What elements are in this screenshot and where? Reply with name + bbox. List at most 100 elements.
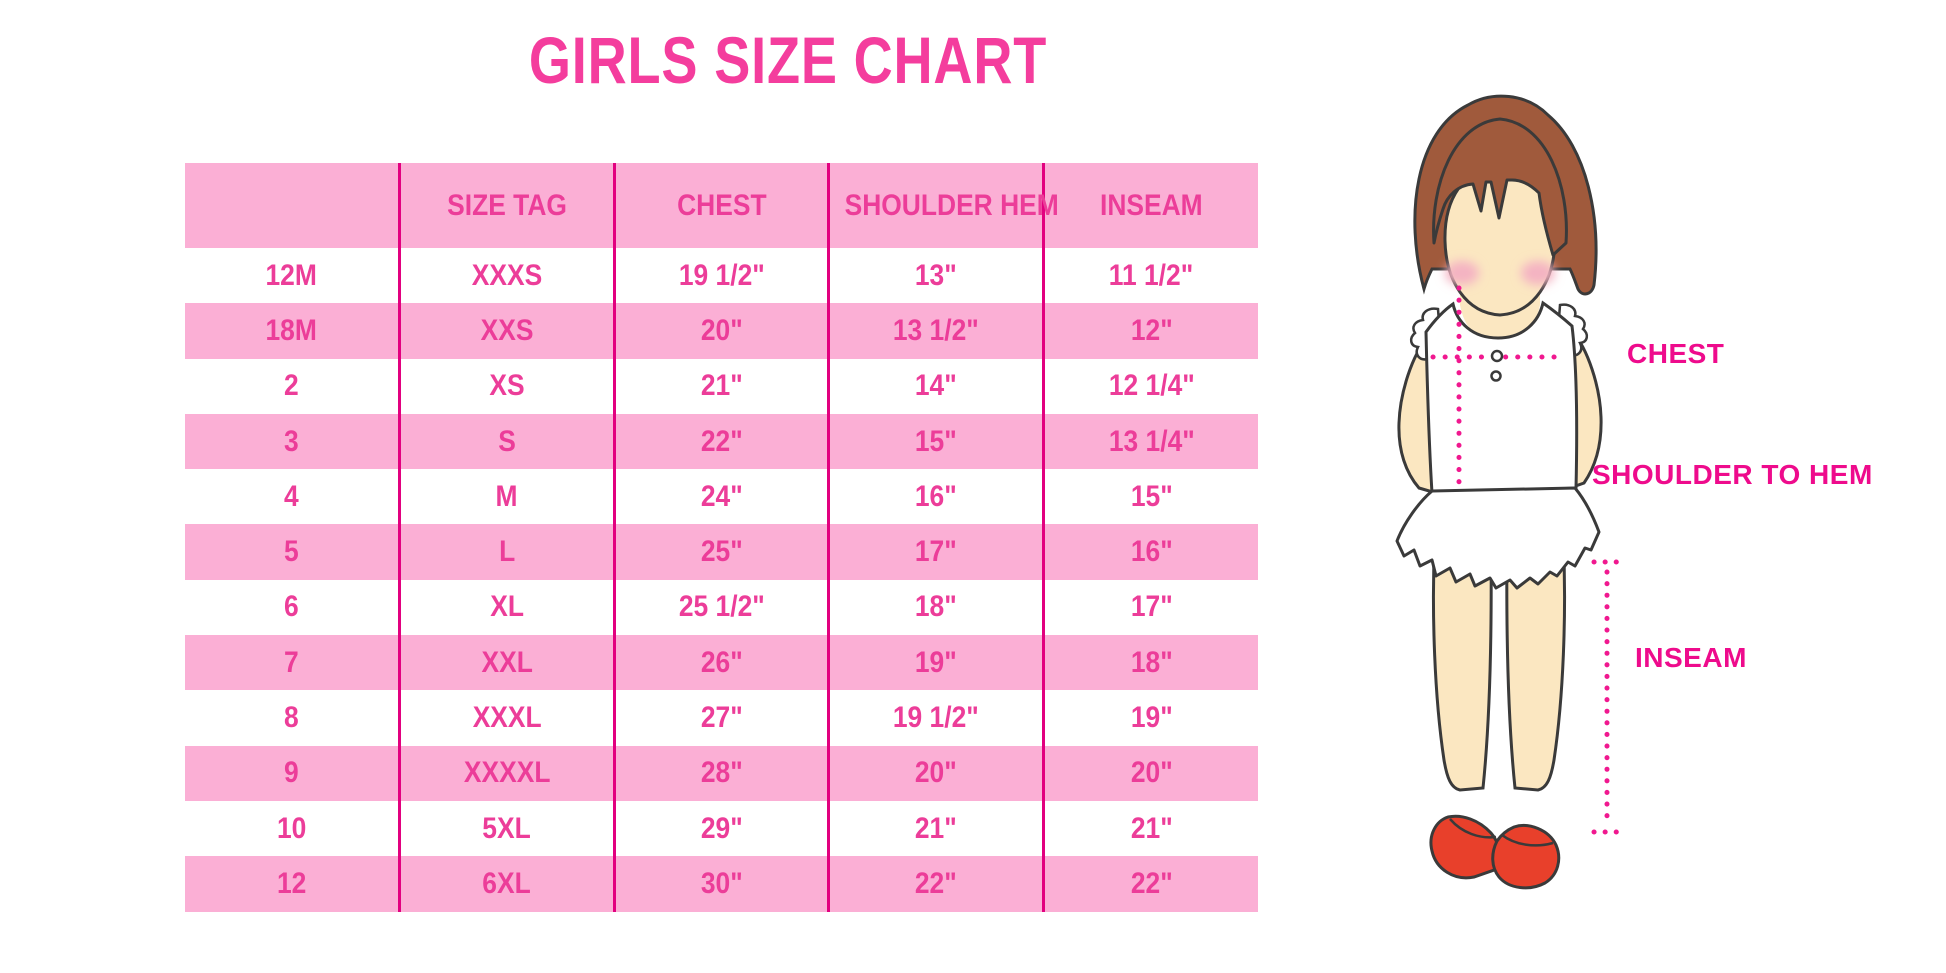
table-cell: 21"	[1041, 800, 1258, 857]
girl-measurement-illustration	[1340, 75, 1660, 915]
table-cell: 6	[185, 579, 400, 636]
table-cell: 24"	[612, 469, 829, 525]
header-cell-size	[185, 163, 400, 248]
header-cell-inseam: INSEAM	[1041, 163, 1258, 248]
table-cell: 4	[185, 469, 400, 525]
table-row: 2 XS 21" 14" 12 1/4"	[185, 358, 1258, 414]
table-cell: 18"	[827, 579, 1044, 636]
table-cell: 25"	[612, 524, 829, 580]
table-cell: 25 1/2"	[612, 579, 829, 636]
table-row: 10 5XL 29" 21" 21"	[185, 800, 1258, 857]
table-cell: M	[398, 469, 615, 525]
table-cell: XS	[398, 358, 615, 414]
header-cell-chest: CHEST	[612, 163, 829, 248]
table-cell: XXXXL	[398, 745, 615, 801]
table-row: 4 M 24" 16" 15"	[185, 469, 1258, 525]
table-cell: 14"	[827, 358, 1044, 414]
table-cell: 22"	[612, 413, 829, 470]
table-cell: 13 1/4"	[1041, 413, 1258, 470]
table-cell: 18M	[185, 303, 400, 359]
header-row: SIZE TAG CHEST SHOULDER HEM INSEAM	[185, 163, 1258, 248]
table-cell: 12	[185, 856, 400, 912]
table-cell: 20"	[612, 303, 829, 359]
table-cell: 12 1/4"	[1041, 358, 1258, 414]
table-cell: 12M	[185, 248, 400, 304]
left-blush	[1445, 261, 1479, 285]
table-cell: 8	[185, 690, 400, 746]
table-cell: 20"	[1041, 745, 1258, 801]
table-cell: XXXL	[398, 690, 615, 746]
table-cell: 10	[185, 800, 400, 857]
table-cell: 9	[185, 745, 400, 801]
right-leg	[1505, 528, 1567, 792]
table-row: 12M XXXS 19 1/2" 13" 11 1/2"	[185, 248, 1258, 304]
inseam-measurement-label: INSEAM	[1635, 642, 1747, 673]
table-cell: 21"	[612, 358, 829, 414]
table-row: 5 L 25" 17" 16"	[185, 524, 1258, 580]
left-shoe	[1429, 814, 1502, 880]
table-cell: 17"	[1041, 579, 1258, 636]
skirt-ruffle	[1395, 486, 1601, 590]
table-cell: 21"	[827, 800, 1044, 857]
table-cell: 13"	[827, 248, 1044, 304]
left-leg	[1431, 528, 1493, 792]
table-cell: 13 1/2"	[827, 303, 1044, 359]
table-cell: 11 1/2"	[1041, 248, 1258, 304]
table-header: SIZE TAG CHEST SHOULDER HEM INSEAM	[185, 163, 1258, 248]
hair-fringe	[1432, 117, 1568, 257]
table-cell: L	[398, 524, 615, 580]
header-cell-shoulder-hem: SHOULDER HEM	[827, 163, 1059, 248]
table-cell: 6XL	[398, 856, 615, 912]
table-row: 9 XXXXL 28" 20" 20"	[185, 745, 1258, 801]
size-table-body: 12M XXXS 19 1/2" 13" 11 1/2" 18M XXS 20" 13 1/2"…	[185, 248, 1258, 912]
right-blush	[1521, 261, 1555, 285]
table-cell: 19 1/2"	[827, 690, 1044, 746]
table-cell: 15"	[827, 413, 1044, 470]
table-cell: 26"	[612, 635, 829, 691]
table-cell: 7	[185, 635, 400, 691]
table-row: 8 XXXL 27" 19 1/2" 19"	[185, 690, 1258, 746]
table-cell: 29"	[612, 800, 829, 857]
table-cell: 19"	[827, 635, 1044, 691]
top-button	[1490, 349, 1504, 363]
table-cell: 30"	[612, 856, 829, 912]
left-shoe-strap	[1449, 818, 1497, 839]
table-cell: 19 1/2"	[612, 248, 829, 304]
header-cell-size-tag: SIZE TAG	[398, 163, 615, 248]
right-shoe	[1491, 824, 1561, 890]
table-row: 3 S 22" 15" 13 1/4"	[185, 413, 1258, 470]
size-chart-table: SIZE TAG CHEST SHOULDER HEM INSEAM 12M XX…	[185, 163, 1258, 912]
table-cell: 15"	[1041, 469, 1258, 525]
chest-measurement-label: CHEST	[1627, 338, 1725, 369]
table-cell: 5	[185, 524, 400, 580]
table-cell: 16"	[1041, 524, 1258, 580]
table-cell: XL	[398, 579, 615, 636]
bodice	[1424, 300, 1579, 495]
table-cell: 2	[185, 358, 400, 414]
table-cell: S	[398, 413, 615, 470]
table-cell: XXL	[398, 635, 615, 691]
table-cell: 16"	[827, 469, 1044, 525]
page-title: GIRLS SIZE CHART	[528, 23, 1048, 97]
table-cell: 28"	[612, 745, 829, 801]
table-cell: 22"	[827, 856, 1044, 912]
table-cell: XXS	[398, 303, 615, 359]
girl-figure-svg	[1395, 94, 1625, 890]
table-row: 7 XXL 26" 19" 18"	[185, 635, 1258, 691]
table-row: 6 XL 25 1/2" 18" 17"	[185, 579, 1258, 636]
table-cell: 18"	[1041, 635, 1258, 691]
bottom-button	[1490, 370, 1502, 382]
shoulder-to-hem-measurement-label: SHOULDER TO HEM	[1592, 459, 1873, 490]
table-cell: 5XL	[398, 800, 615, 857]
table-cell: 19"	[1041, 690, 1258, 746]
table-cell: 3	[185, 413, 400, 470]
table-cell: 27"	[612, 690, 829, 746]
table-row: 12 6XL 30" 22" 22"	[185, 856, 1258, 912]
table-cell: 22"	[1041, 856, 1258, 912]
table-cell: 12"	[1041, 303, 1258, 359]
table-cell: 20"	[827, 745, 1044, 801]
table-cell: 17"	[827, 524, 1044, 580]
table-cell: XXXS	[398, 248, 615, 304]
table-row: 18M XXS 20" 13 1/2" 12"	[185, 303, 1258, 359]
right-shoe-strap	[1501, 833, 1554, 847]
